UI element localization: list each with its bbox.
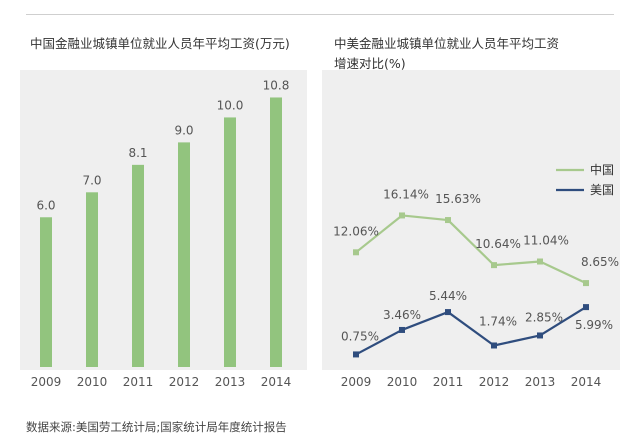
point-中国-2012 bbox=[491, 262, 497, 269]
right-chart-title-line1: 中美金融业城镇单位就业人员年平均工资 bbox=[334, 36, 560, 51]
x-tick-right-2013: 2013 bbox=[525, 375, 556, 389]
source-note: 数据来源:美国劳工统计局;国家统计局年度统计报告 bbox=[26, 420, 287, 434]
series-line-中国 bbox=[355, 214, 587, 285]
x-tick-right-2009: 2009 bbox=[341, 375, 372, 389]
x-tick-left-2011: 2011 bbox=[123, 375, 154, 389]
bar-value-label-2009: 6.0 bbox=[36, 198, 55, 212]
x-tick-left-2009: 2009 bbox=[31, 375, 62, 389]
left-panel-background bbox=[20, 70, 307, 370]
bar-2011 bbox=[132, 164, 144, 367]
point-美国-2014 bbox=[583, 304, 589, 311]
x-tick-right-2012: 2012 bbox=[479, 375, 510, 389]
data-label-美国-2010: 3.46% bbox=[383, 308, 421, 322]
x-tick-left-2012: 2012 bbox=[169, 375, 200, 389]
bar-2014 bbox=[270, 97, 282, 367]
x-tick-right-2011: 2011 bbox=[433, 375, 464, 389]
data-label-中国-2010: 16.14% bbox=[383, 187, 429, 201]
point-美国-2011 bbox=[445, 309, 451, 316]
right-chart-title-line2: 增速对比(%) bbox=[334, 56, 406, 71]
top-divider bbox=[26, 14, 614, 15]
bar-2009 bbox=[40, 217, 52, 367]
point-中国-2010 bbox=[399, 212, 405, 219]
bar-value-label-2014: 10.8 bbox=[263, 78, 290, 92]
bar-value-label-2013: 10.0 bbox=[217, 98, 244, 112]
bar-2013 bbox=[224, 117, 236, 367]
data-label-中国-2013: 11.04% bbox=[523, 234, 569, 248]
bar-2012 bbox=[178, 142, 190, 367]
bar-value-label-2012: 9.0 bbox=[174, 123, 193, 137]
bar-value-label-2011: 8.1 bbox=[128, 146, 147, 160]
data-label-中国-2011: 15.63% bbox=[435, 192, 481, 206]
point-美国-2013 bbox=[537, 332, 543, 339]
series-line-美国 bbox=[355, 306, 587, 356]
data-label-中国-2014: 8.65% bbox=[581, 255, 619, 269]
data-label-美国-2013: 2.85% bbox=[525, 310, 563, 324]
point-美国-2009 bbox=[353, 351, 359, 358]
bar-2010 bbox=[86, 192, 98, 367]
legend-label-美国: 美国 bbox=[590, 183, 614, 197]
bar-value-label-2010: 7.0 bbox=[82, 173, 101, 187]
data-label-美国-2014: 5.99% bbox=[575, 318, 613, 332]
point-中国-2014 bbox=[583, 280, 589, 287]
x-tick-right-2014: 2014 bbox=[571, 375, 602, 389]
x-tick-right-2010: 2010 bbox=[387, 375, 418, 389]
point-美国-2010 bbox=[399, 326, 405, 333]
x-tick-left-2013: 2013 bbox=[215, 375, 246, 389]
legend-label-中国: 中国 bbox=[590, 162, 614, 177]
data-label-美国-2011: 5.44% bbox=[429, 289, 467, 303]
x-tick-left-2010: 2010 bbox=[77, 375, 108, 389]
left-chart-title: 中国金融业城镇单位就业人员年平均工资(万元) bbox=[30, 36, 290, 51]
point-中国-2011 bbox=[445, 217, 451, 224]
point-美国-2012 bbox=[491, 342, 497, 349]
data-label-中国-2012: 10.64% bbox=[475, 237, 521, 251]
point-中国-2009 bbox=[353, 249, 359, 256]
x-tick-left-2014: 2014 bbox=[261, 375, 292, 389]
right-panel-background bbox=[322, 70, 620, 370]
data-label-中国-2009: 12.06% bbox=[333, 224, 379, 238]
data-label-美国-2012: 1.74% bbox=[479, 314, 517, 328]
point-中国-2013 bbox=[537, 258, 543, 265]
data-label-美国-2009: 0.75% bbox=[341, 329, 379, 343]
